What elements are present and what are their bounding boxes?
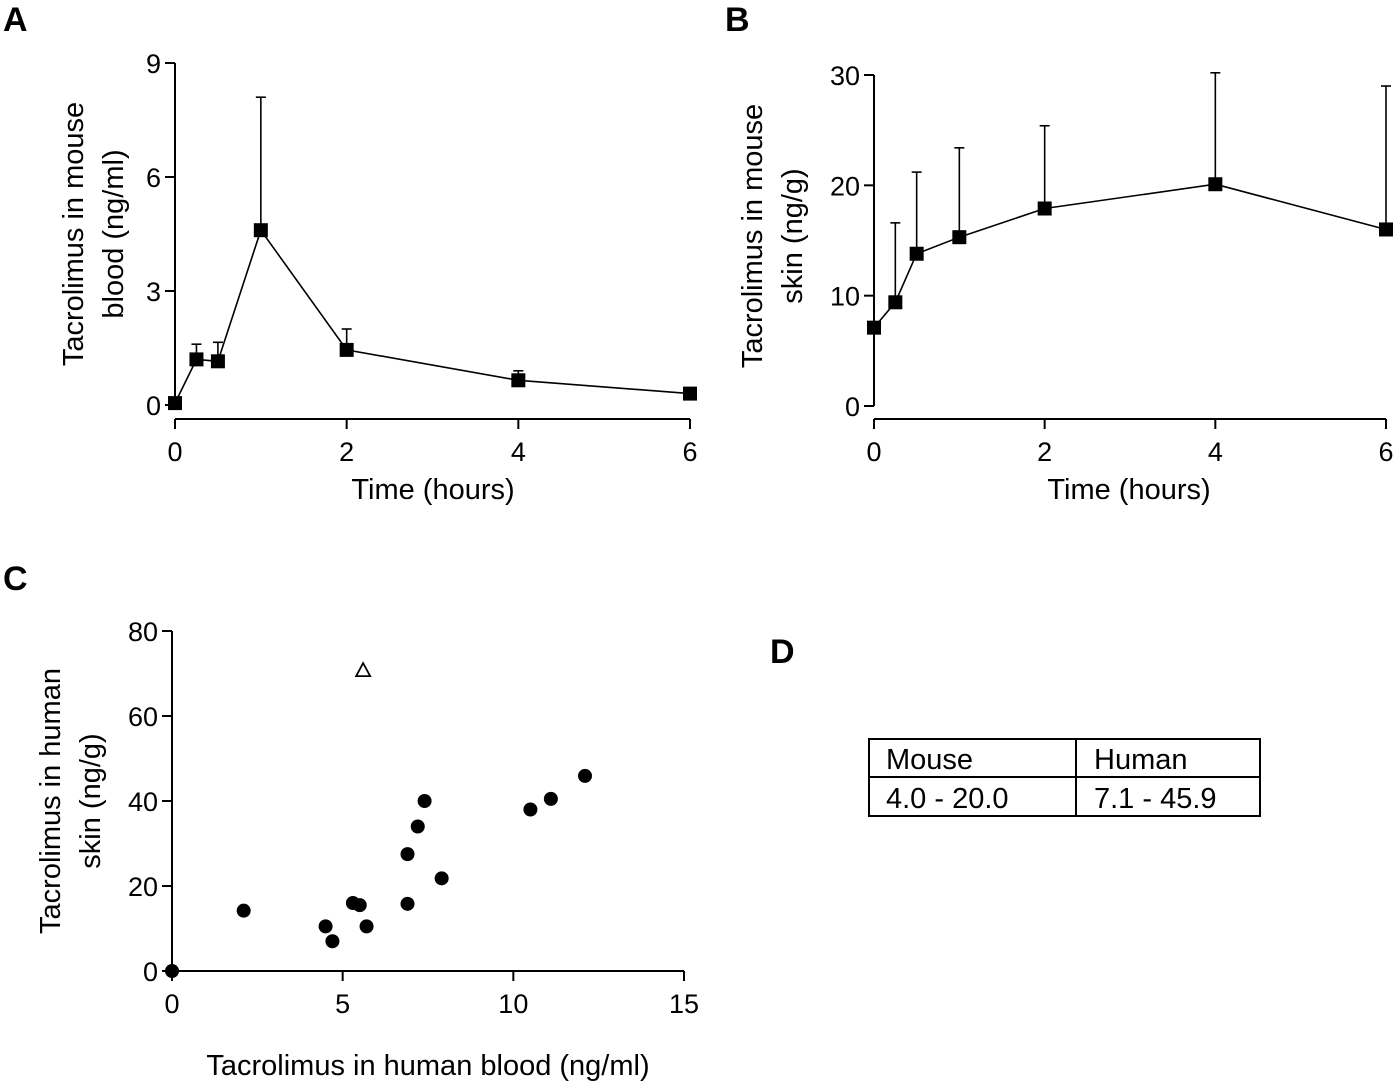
data-point-a	[189, 352, 204, 367]
x-tick-label-c: 0	[164, 989, 179, 1019]
data-point-c	[400, 896, 415, 911]
y-tick-label-a: 9	[146, 49, 161, 79]
data-point-c	[410, 819, 425, 834]
y-tick-label-b: 0	[845, 392, 860, 422]
data-point-c	[417, 794, 432, 808]
chart-panel-b: 0 10 20 30 0 2 4 6 Time (hours) Tacrolimus in mou…	[737, 61, 1394, 506]
x-tick-label-a: 0	[167, 437, 182, 467]
y-axis-label-a: blood (ng/ml)	[98, 149, 130, 318]
outlier-point-c	[354, 661, 372, 677]
series-line-a	[174, 228, 691, 404]
y-tick-label-a: 3	[146, 277, 161, 307]
y-tick-label-c: 40	[128, 787, 158, 817]
panel-letter-b: B	[725, 1, 750, 39]
x-tick-label-b: 4	[1208, 437, 1223, 467]
x-axis-label-a: Time (hours)	[351, 474, 514, 506]
y-tick-label-c: 20	[128, 872, 158, 902]
x-tick-label-c: 5	[335, 989, 350, 1019]
data-point-c	[318, 919, 333, 934]
y-tick-label-b: 10	[830, 282, 860, 312]
x-tick-label-b: 2	[1037, 437, 1052, 467]
y-axis-label-c: skin (ng/g)	[75, 733, 107, 868]
y-tick-label-a: 6	[146, 163, 161, 193]
data-point-a	[683, 386, 697, 401]
data-point-b	[1208, 177, 1223, 192]
y-tick-label-b: 20	[830, 171, 860, 201]
x-tick-label-a: 2	[339, 437, 354, 467]
panel-letter-c: C	[3, 560, 28, 598]
data-point-b	[952, 230, 967, 245]
x-tick-label-b: 6	[1378, 437, 1393, 467]
y-tick-label-c: 80	[128, 617, 158, 647]
chart-panel-a: 0 3 6 9 0 2 4 6 Time (hours) Tacrolimus in mouse b…	[58, 49, 698, 506]
data-point-b	[909, 246, 924, 261]
data-point-c	[400, 847, 415, 862]
chart-panel-c: 0 20 40 60 80 0 5 10 15 Tacrolimus in human blood…	[35, 617, 699, 1082]
data-point-c	[434, 871, 449, 886]
panel-letter-d: D	[770, 633, 795, 671]
x-axis-label-b: Time (hours)	[1047, 474, 1210, 506]
x-tick-label-b: 0	[866, 437, 881, 467]
x-tick-label-a: 4	[511, 437, 526, 467]
data-point-a	[511, 373, 526, 388]
y-tick-label-c: 60	[128, 702, 158, 732]
table-header-human: Human	[1094, 744, 1188, 776]
table-cell-human-range: 7.1 - 45.9	[1094, 783, 1217, 815]
panel-letter-a: A	[3, 1, 28, 39]
data-point-c	[523, 802, 538, 817]
y-tick-label-b: 30	[830, 61, 860, 91]
data-point-b	[888, 295, 903, 310]
data-point-a	[339, 342, 354, 357]
table-header-mouse: Mouse	[886, 744, 973, 776]
y-axis-label-a: Tacrolimus in mouse	[58, 102, 90, 366]
data-point-b	[1037, 201, 1052, 216]
x-tick-label-c: 10	[498, 989, 528, 1019]
x-axis-label-c: Tacrolimus in human blood (ng/ml)	[206, 1050, 649, 1082]
data-point-b	[867, 320, 881, 335]
y-tick-label-a: 0	[146, 391, 161, 421]
series-line-b	[873, 183, 1387, 329]
x-tick-label-c: 15	[669, 989, 699, 1019]
table-cell-mouse-range: 4.0 - 20.0	[886, 783, 1009, 815]
range-table: Mouse Human 4.0 - 20.0 7.1 - 45.9	[868, 738, 1261, 817]
data-point-c	[543, 791, 558, 806]
y-tick-label-c: 0	[143, 957, 158, 987]
y-axis-label-b: Tacrolimus in mouse	[737, 104, 769, 368]
x-tick-label-a: 6	[682, 437, 697, 467]
data-point-a	[253, 223, 268, 238]
y-axis-label-c: Tacrolimus in human	[35, 668, 67, 934]
data-point-c	[359, 919, 374, 934]
data-point-c	[165, 964, 179, 978]
data-point-c	[325, 934, 340, 949]
data-point-c	[578, 768, 593, 783]
data-point-a	[168, 396, 182, 411]
data-point-a	[210, 354, 225, 369]
y-axis-label-b: skin (ng/g)	[777, 168, 809, 303]
data-point-b	[1379, 222, 1393, 237]
data-point-c	[352, 898, 367, 913]
data-point-c	[236, 903, 251, 918]
